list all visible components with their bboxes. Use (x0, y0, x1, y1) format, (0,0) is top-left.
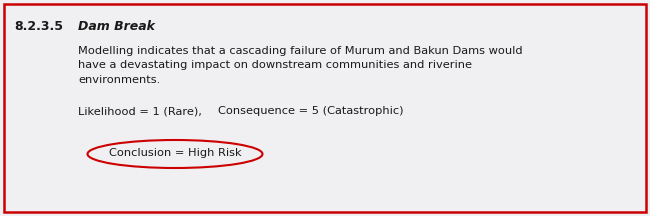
Text: Consequence = 5 (Catastrophic): Consequence = 5 (Catastrophic) (218, 106, 404, 116)
Text: Dam Break: Dam Break (78, 20, 155, 33)
Text: have a devastating impact on downstream communities and riverine: have a devastating impact on downstream … (78, 60, 472, 70)
FancyBboxPatch shape (4, 4, 646, 212)
Text: Likelihood = 1 (Rare),: Likelihood = 1 (Rare), (78, 106, 202, 116)
Text: Conclusion = High Risk: Conclusion = High Risk (109, 148, 241, 158)
Text: environments.: environments. (78, 75, 161, 85)
Text: 8.2.3.5: 8.2.3.5 (14, 20, 63, 33)
Text: Modelling indicates that a cascading failure of Murum and Bakun Dams would: Modelling indicates that a cascading fai… (78, 46, 523, 56)
